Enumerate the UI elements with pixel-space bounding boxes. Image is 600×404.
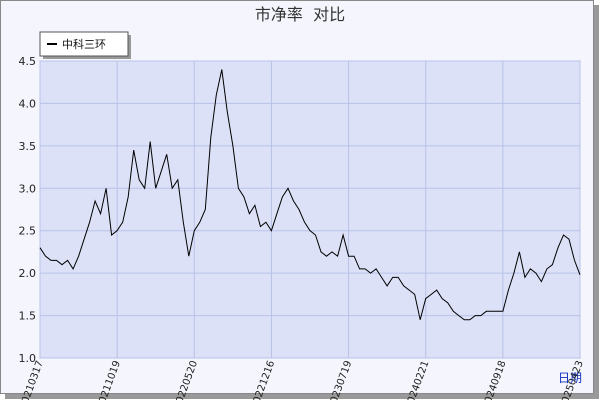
x-axis-label: 日期 bbox=[558, 371, 582, 385]
legend-label: 中科三环 bbox=[62, 37, 106, 51]
frame-shadow bbox=[5, 394, 599, 399]
y-tick-label: 3.0 bbox=[19, 182, 37, 195]
y-tick-label: 3.5 bbox=[19, 140, 37, 153]
plot-area bbox=[39, 60, 581, 359]
y-tick-label: 2.0 bbox=[19, 267, 37, 280]
y-tick-label: 4.0 bbox=[19, 97, 37, 110]
frame-shadow bbox=[594, 5, 599, 398]
y-tick-label: 1.0 bbox=[19, 352, 37, 365]
y-tick-label: 4.5 bbox=[19, 55, 37, 68]
y-tick-label: 1.5 bbox=[19, 310, 37, 323]
chart-title: 市净率 对比 bbox=[255, 5, 345, 24]
line bbox=[39, 69, 581, 321]
y-tick-label: 2.5 bbox=[19, 225, 37, 238]
